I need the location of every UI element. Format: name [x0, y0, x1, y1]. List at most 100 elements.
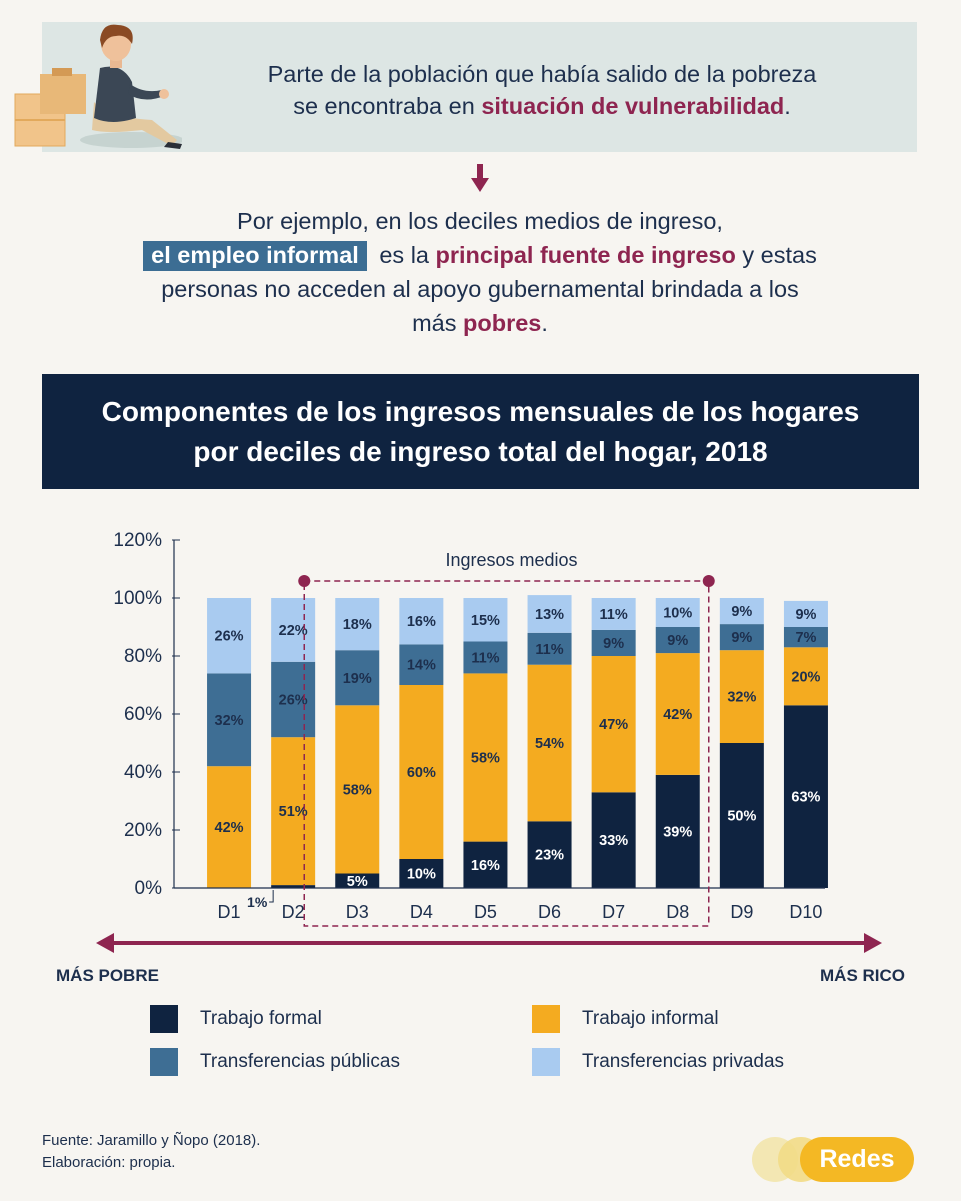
- bar-segment: [591, 598, 636, 630]
- data-label: 9%: [731, 630, 752, 646]
- data-label: 13%: [535, 607, 564, 623]
- example-highlight-income: principal fuente de ingreso: [435, 242, 736, 268]
- data-label: 7%: [795, 630, 816, 646]
- legend-swatch-public-transfers: [150, 1048, 178, 1076]
- bar-segment: [783, 705, 828, 888]
- x-tick-label: D6: [538, 902, 561, 922]
- bar-segment: [719, 598, 764, 625]
- tired-person-with-boxes-illustration: [14, 24, 182, 149]
- data-label: 54%: [535, 736, 564, 752]
- legend-label-private-transfers: Transferencias privadas: [582, 1051, 785, 1072]
- x-tick-label: D10: [789, 902, 822, 922]
- bar-segment: [591, 629, 636, 656]
- bar-segment: [463, 598, 508, 642]
- legend-swatch-formal: [150, 1005, 178, 1033]
- example-line1: Por ejemplo, en los deciles medios de in…: [237, 208, 723, 234]
- range-arrow-right-head: [864, 933, 882, 953]
- y-tick-label: 60%: [124, 704, 162, 725]
- legend-label-informal: Trabajo informal: [582, 1008, 719, 1029]
- intro-panel: Parte de la población que había salido d…: [14, 22, 917, 152]
- bar-segment: [591, 792, 636, 888]
- example-line2-mid: es la: [379, 242, 436, 268]
- intro-text: Parte de la población que había salido d…: [172, 58, 912, 122]
- intro-line2-post: .: [784, 93, 791, 119]
- bar-segment: [655, 627, 700, 654]
- bar-segment: [399, 859, 444, 888]
- legend-swatch-private-transfers: [532, 1048, 560, 1076]
- data-label: 32%: [215, 713, 244, 729]
- legend-swatch-informal: [532, 1005, 560, 1033]
- data-label: 42%: [663, 707, 692, 723]
- middle-income-box: [303, 580, 710, 927]
- example-highlight-poor: pobres: [463, 310, 542, 336]
- y-axis: 0% 20% 40% 60% 80% 100% 120%: [113, 530, 180, 899]
- bar-segment: [399, 598, 444, 645]
- data-label: 5%: [347, 874, 368, 890]
- intro-line2-pre: se encontraba en: [293, 93, 482, 119]
- data-label: 42%: [215, 820, 244, 836]
- source-note: Fuente: Jaramillo y Ñopo (2018).: [42, 1132, 261, 1149]
- bar-segment: [527, 664, 572, 822]
- bar-segment: [271, 737, 316, 886]
- bar-segment: [783, 627, 828, 648]
- data-label: 32%: [727, 690, 756, 706]
- data-label: 10%: [663, 606, 692, 622]
- data-label: 26%: [215, 629, 244, 645]
- x-tick-label: D8: [666, 902, 689, 922]
- legend-label-formal: Trabajo formal: [200, 1008, 322, 1029]
- data-label: 9%: [667, 633, 688, 649]
- x-tick-label: D2: [282, 902, 305, 922]
- example-line4-pre: más: [412, 310, 464, 336]
- data-label: 18%: [343, 617, 372, 633]
- small-value-callout: 1%: [247, 894, 268, 910]
- data-label: 11%: [600, 607, 628, 623]
- y-tick-label: 0%: [135, 878, 163, 899]
- data-label: 20%: [791, 669, 820, 685]
- y-tick-label: 80%: [124, 646, 162, 667]
- data-label: 63%: [791, 790, 820, 806]
- bar-segment: [399, 685, 444, 859]
- informal-employment-chip: el empleo informal: [143, 241, 367, 271]
- elaboration-note: Elaboración: propia.: [42, 1154, 176, 1171]
- x-tick-label: D3: [346, 902, 369, 922]
- bar-segment: [335, 598, 380, 651]
- example-line3: personas no acceden al apoyo gubernament…: [161, 276, 799, 302]
- x-tick-label: D4: [410, 902, 433, 922]
- data-label: 16%: [471, 858, 500, 874]
- bar-segment: [399, 644, 444, 685]
- x-tick-label: D9: [730, 902, 753, 922]
- example-line4-post: .: [541, 310, 548, 336]
- bar-segment: [463, 841, 508, 888]
- x-tick-label: D1: [218, 902, 241, 922]
- bar-segment: [207, 598, 252, 674]
- data-label: 23%: [535, 848, 564, 864]
- data-label: 14%: [407, 658, 436, 674]
- data-label: 26%: [279, 693, 308, 709]
- legend-item-informal: Trabajo informal: [532, 1005, 719, 1033]
- bar-segment: [463, 641, 508, 674]
- y-tick-label: 100%: [113, 588, 162, 609]
- stacked-bar-chart: 0% 20% 40% 60% 80% 100% 120% 42% 32% 26% 51% 26% 22…: [56, 530, 905, 985]
- bar-segment: [527, 821, 572, 888]
- bar-segment: [655, 774, 700, 888]
- bar-segment: [335, 650, 380, 706]
- chart-legend: Trabajo formal Trabajo informal Transfer…: [150, 1005, 850, 1085]
- data-label: 11%: [471, 650, 499, 666]
- bar-segment: [527, 632, 572, 665]
- data-label: 15%: [471, 613, 500, 629]
- chart-title-line2: por deciles de ingreso total del hogar, …: [193, 435, 768, 467]
- annotation-dot-left: [298, 575, 311, 587]
- bar-segment: [207, 673, 252, 767]
- bar-segment: [719, 624, 764, 651]
- bar-segment: [655, 598, 700, 627]
- footer: Fuente: Jaramillo y Ñopo (2018). Elabora…: [42, 1130, 260, 1174]
- data-label: 33%: [599, 833, 628, 849]
- data-label: 39%: [663, 824, 692, 840]
- logo-pill: Redes: [800, 1137, 914, 1182]
- example-paragraph: Por ejemplo, en los deciles medios de in…: [70, 204, 890, 340]
- redes-logo: Redes: [752, 1137, 917, 1182]
- data-label: 47%: [599, 717, 628, 733]
- x-axis-labels: D1 D2 D3 D4 D5 D6 D7 D8 D9 D10: [218, 902, 823, 922]
- data-label: 9%: [795, 607, 816, 623]
- legend-item-public-transfers: Transferencias públicas: [150, 1048, 400, 1076]
